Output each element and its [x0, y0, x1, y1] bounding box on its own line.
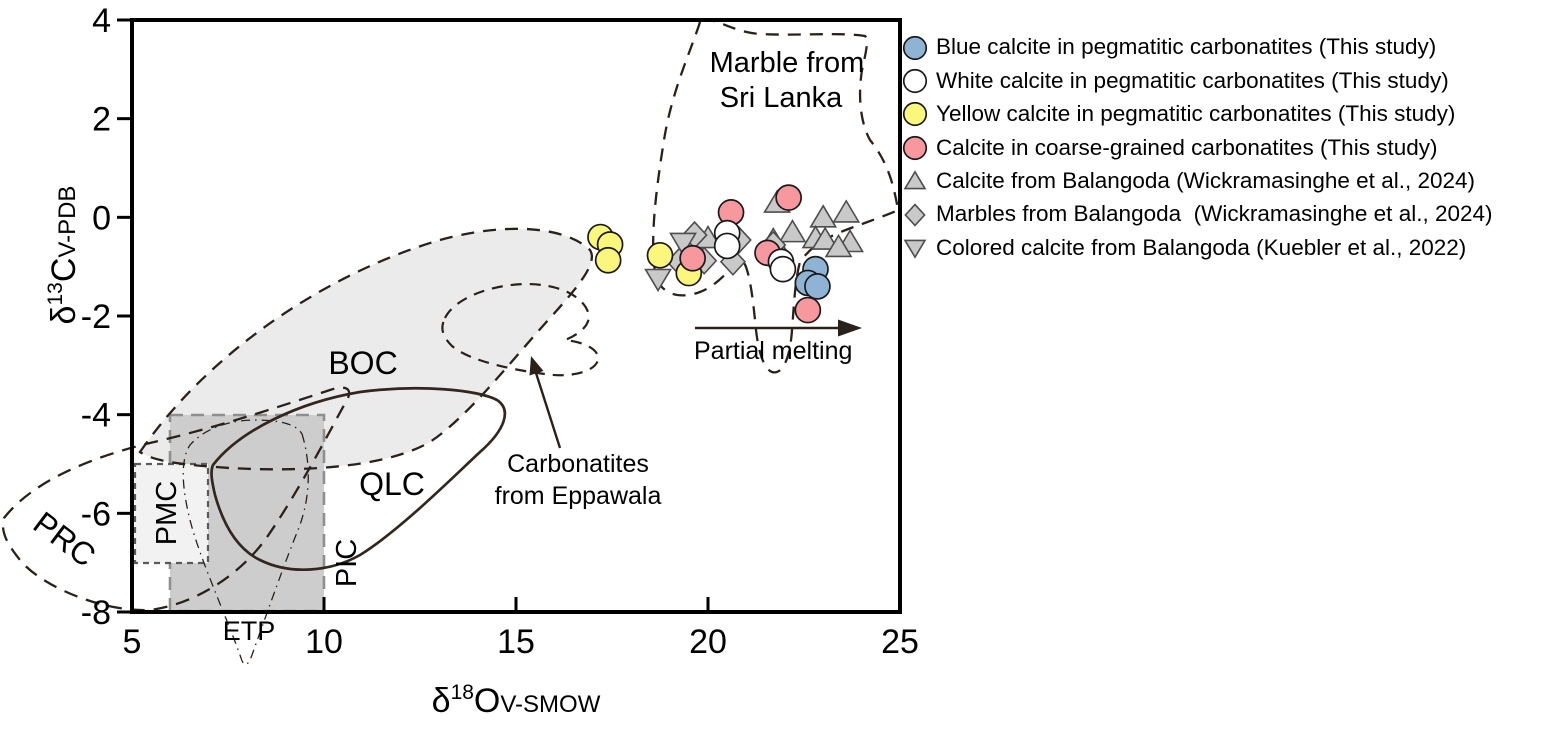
- field-shapes: [1, 18, 900, 666]
- x-tick-label: 20: [689, 623, 727, 661]
- marker-circle: [804, 273, 831, 300]
- marker-triangle-up: [811, 226, 840, 250]
- marker-circle: [902, 102, 928, 127]
- marker-triangle-up: [809, 204, 838, 228]
- eppawala-arrow-shaft: [534, 372, 562, 449]
- marker-triangle-down: [644, 268, 672, 293]
- marker-circle: [775, 184, 802, 211]
- marker-circle: [902, 135, 928, 160]
- y-tick-label: -6: [81, 495, 111, 533]
- legend-item: Colored calcite from Balangoda (Kuebler …: [901, 231, 1493, 264]
- y-axis-title: δ13CV-PDB: [44, 186, 83, 325]
- legend-marker-circle: [902, 35, 928, 60]
- legend-item-label: Marbles from Balangoda (Wickramasinghe e…: [936, 201, 1493, 227]
- legend-item: Marbles from Balangoda (Wickramasinghe e…: [901, 198, 1493, 231]
- legend-item-label: Calcite in coarse-grained carbonatites (…: [936, 134, 1438, 160]
- eppawala-label-line2: from Eppawala: [495, 482, 662, 510]
- marker-circle: [794, 296, 822, 324]
- legend-item: Yellow calcite in pegmatitic carbonatite…: [901, 98, 1493, 131]
- y-tick-label: 0: [92, 199, 111, 237]
- qlc-field-outline: [210, 386, 507, 572]
- y-axis-ticks: 4 2 0 -2 -4 -6 -8: [81, 2, 132, 632]
- pmc-field-rect: [133, 462, 210, 565]
- legend-item: Calcite from Balangoda (Wickramasinghe e…: [901, 165, 1493, 198]
- legend-item-label: Colored calcite from Balangoda (Kuebler …: [936, 234, 1467, 260]
- x-tick-label: 15: [497, 623, 535, 661]
- marker-circle: [769, 255, 797, 283]
- legend-marker-triangle-down: [903, 239, 927, 259]
- legend-marker-circle: [902, 68, 928, 94]
- y-tick-label: -8: [81, 594, 111, 632]
- prc-field-outline: [1, 386, 351, 612]
- marker-circle: [594, 246, 622, 274]
- marker-circle: [713, 232, 741, 260]
- legend-item-label: White calcite in pegmatitic carbonatites…: [936, 67, 1449, 93]
- legend-item-label: Blue calcite in pegmatitic carbonatites …: [936, 34, 1437, 60]
- marker-circle: [902, 68, 928, 94]
- x-axis-title: δ18OV-SMOW: [432, 681, 601, 720]
- marker-diamond: [904, 203, 926, 227]
- marble-label-line2: Sri Lanka: [720, 82, 843, 114]
- pic-label: PIC: [331, 539, 363, 587]
- legend-marker-triangle-up: [903, 170, 927, 190]
- legend-item-label: Calcite from Balangoda (Wickramasinghe e…: [936, 168, 1476, 193]
- marker-triangle-up: [824, 233, 853, 258]
- qlc-label: QLC: [359, 466, 425, 502]
- boc-field-fill: [140, 228, 592, 470]
- marker-triangle-down: [903, 239, 927, 259]
- marker-triangle-down: [669, 232, 697, 257]
- boc-label: BOC: [328, 345, 397, 381]
- etp-label: ETP: [223, 616, 276, 646]
- boc-field-outline: [138, 227, 593, 471]
- legend-item: Calcite in coarse-grained carbonatites (…: [901, 131, 1493, 164]
- x-axis-ticks: 5 10 15 20 25: [123, 597, 919, 661]
- y-tick-label: 4: [92, 2, 111, 40]
- eppawala-label-line1: Carbonatites: [507, 450, 649, 478]
- plot-frame: [130, 18, 902, 614]
- marble-label-line1: Marble from: [710, 47, 865, 79]
- eppawala-field-outline: [441, 282, 600, 377]
- field-labels: BOC QLC PMC PIC PRC ETP Marble from Sri …: [27, 47, 865, 646]
- y-tick-label: 2: [92, 101, 111, 139]
- partial-melting-arrow-head: [838, 319, 862, 337]
- y-tick-label: -4: [81, 397, 111, 435]
- legend-item: Blue calcite in pegmatitic carbonatites …: [901, 31, 1493, 64]
- legend-item-label: Yellow calcite in pegmatitic carbonatite…: [936, 101, 1456, 127]
- legend-marker-diamond: [904, 203, 926, 227]
- partial-melting-label: Partial melting: [694, 337, 852, 365]
- y-tick-label: -2: [81, 298, 111, 336]
- marker-triangle-up: [778, 219, 807, 243]
- legend-marker-circle: [902, 102, 928, 127]
- legend-marker-circle: [902, 135, 928, 160]
- x-tick-label: 25: [881, 623, 919, 661]
- eppawala-arrow-head: [529, 356, 544, 376]
- pmc-label: PMC: [151, 481, 183, 545]
- marker-circle: [902, 35, 928, 60]
- x-tick-label: 10: [305, 623, 343, 661]
- data-points: [587, 184, 864, 324]
- legend-item: White calcite in pegmatitic carbonatites…: [901, 64, 1493, 97]
- marker-triangle-up: [903, 170, 927, 190]
- x-tick-label: 5: [123, 623, 142, 661]
- marker-triangle-up: [832, 199, 861, 223]
- legend: Blue calcite in pegmatitic carbonatites …: [901, 31, 1493, 265]
- etp-field-outline: [182, 419, 309, 666]
- marker-circle: [646, 241, 674, 269]
- marker-circle: [679, 244, 706, 272]
- annotations: Partial melting: [529, 319, 862, 449]
